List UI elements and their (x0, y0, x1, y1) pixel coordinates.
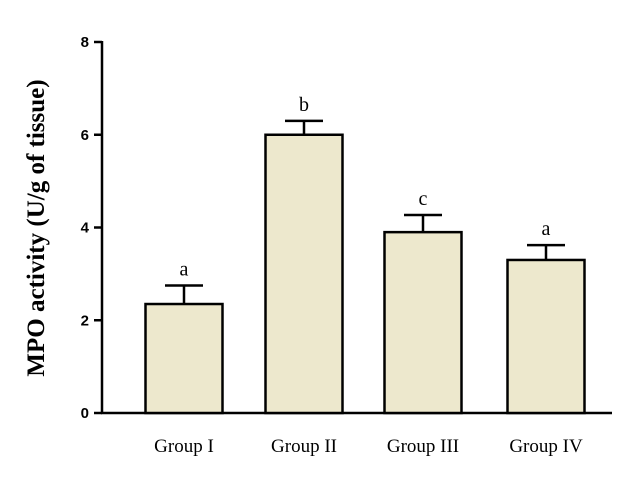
y-tick-label: 6 (81, 127, 89, 144)
bar (264, 133, 344, 415)
significance-label: b (299, 94, 309, 116)
bar (144, 302, 224, 415)
x-category-label: Group III (387, 436, 459, 457)
bar (383, 230, 463, 415)
significance-label: c (419, 188, 428, 210)
y-tick-label: 4 (81, 220, 90, 237)
bar (506, 258, 586, 415)
significance-label: a (542, 218, 551, 240)
y-tick-label: 2 (81, 312, 89, 329)
bars: a Group I b Group II c Group III a Group IV (144, 94, 586, 457)
x-category-label: Group IV (509, 436, 583, 457)
y-tick-label: 0 (81, 405, 89, 422)
x-category-label: Group I (154, 436, 214, 457)
significance-label: a (180, 258, 189, 280)
y-axis-ticks: 0 2 4 6 8 (81, 34, 102, 422)
y-axis-title: MPO activity (U/g of tissue) (23, 79, 50, 376)
x-category-label: Group II (271, 436, 337, 457)
y-tick-label: 8 (81, 34, 89, 51)
